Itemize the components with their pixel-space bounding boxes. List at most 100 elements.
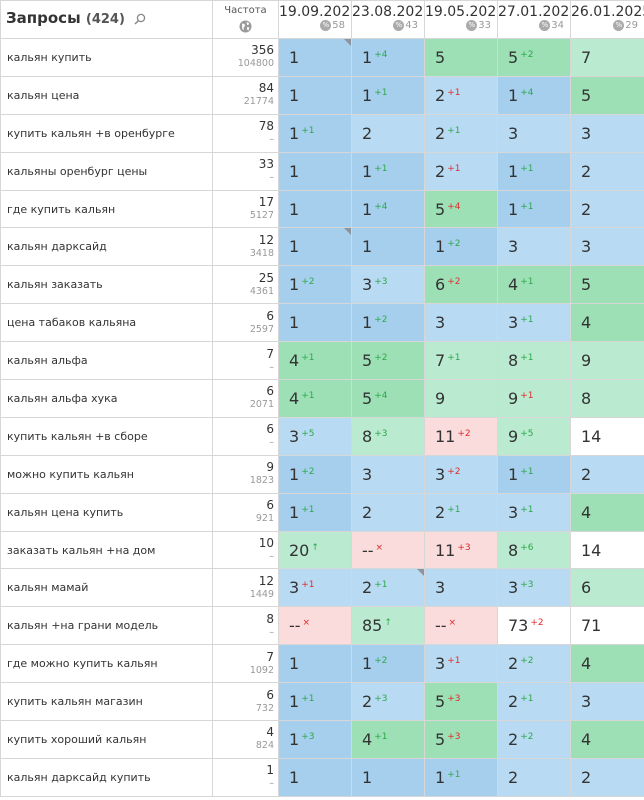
position-cell[interactable]: 2	[570, 151, 644, 191]
position-cell[interactable]: 3 +5	[278, 416, 352, 456]
position-cell[interactable]: 4	[570, 492, 644, 532]
position-cell[interactable]: 6	[570, 568, 644, 608]
query-cell[interactable]: кальян мамай	[0, 568, 213, 608]
table-row[interactable]: кальян +на грани модель 8– -- × 85 ↑ -- × 73 +2 71	[0, 606, 644, 646]
position-cell[interactable]: 1 +1	[497, 151, 571, 191]
position-cell[interactable]: 14	[570, 530, 644, 570]
position-cell[interactable]: 4 +1	[351, 720, 425, 759]
position-cell[interactable]: 11 +3	[424, 530, 498, 570]
position-cell[interactable]: 3	[570, 227, 644, 267]
position-cell[interactable]: 5	[570, 75, 644, 115]
position-cell[interactable]: 9	[570, 341, 644, 381]
table-row[interactable]: кальян альфа хука 6 2071 4 +1 5 +4 9 9 +1 8	[0, 379, 644, 418]
table-row[interactable]: кальян цена купить 6 921 1 +1 2 2 +1 3 +1 4	[0, 492, 644, 532]
position-cell[interactable]: 5	[424, 38, 498, 77]
position-cell[interactable]: 1	[278, 75, 352, 115]
query-cell[interactable]: кальян купить	[0, 38, 213, 77]
table-row[interactable]: где можно купить кальян 7 1092 1 1 +2 3 +1 2 +2 4	[0, 644, 644, 684]
position-cell[interactable]: 2	[351, 113, 425, 153]
query-cell[interactable]: где купить кальян	[0, 189, 213, 229]
position-cell[interactable]: 7	[570, 38, 644, 77]
query-cell[interactable]: можно купить кальян	[0, 454, 213, 494]
table-row[interactable]: купить хороший кальян 4 824 1 +3 4 +1 5 +3 2 +2 4	[0, 720, 644, 759]
position-cell[interactable]: 1 +2	[424, 227, 498, 267]
position-cell[interactable]: 1 +2	[351, 303, 425, 343]
search-icon[interactable]	[134, 13, 146, 25]
position-cell[interactable]: 2 +1	[424, 492, 498, 532]
position-cell[interactable]: 1 +1	[351, 151, 425, 191]
query-cell[interactable]: заказать кальян +на дом	[0, 530, 213, 570]
position-cell[interactable]: 4 +1	[278, 379, 352, 418]
position-cell[interactable]: 1 +1	[497, 454, 571, 494]
position-cell[interactable]: 5 +4	[351, 379, 425, 418]
position-cell[interactable]: 1	[278, 303, 352, 343]
position-cell[interactable]: 1 +1	[278, 682, 352, 722]
position-cell[interactable]: 1	[278, 38, 352, 77]
position-cell[interactable]: 20 ↑	[278, 530, 352, 570]
position-cell[interactable]: 9 +1	[497, 379, 571, 418]
position-cell[interactable]: 85 ↑	[351, 606, 425, 646]
date-header-4[interactable]: 26.01.2025 % 29	[570, 0, 644, 39]
query-cell[interactable]: кальян дарксайд	[0, 227, 213, 267]
table-row[interactable]: купить кальян +в оренбурге 78–1 +1 2 2 +1 3 3	[0, 113, 644, 153]
queries-header[interactable]: Запросы (424)	[0, 0, 213, 39]
position-cell[interactable]: 1	[351, 757, 425, 797]
position-cell[interactable]: -- ×	[351, 530, 425, 570]
date-header-3[interactable]: 27.01.2025 % 34	[497, 0, 571, 39]
query-cell[interactable]: купить кальян магазин	[0, 682, 213, 722]
position-cell[interactable]: 11 +2	[424, 416, 498, 456]
position-cell[interactable]: 2 +1	[424, 75, 498, 115]
position-cell[interactable]: 3	[351, 454, 425, 494]
position-cell[interactable]: 1 +4	[497, 75, 571, 115]
table-row[interactable]: где купить кальян 17 5127 1 1 +4 5 +4 1 +1 2	[0, 189, 644, 229]
table-row[interactable]: кальян цена 84 21774 1 1 +1 2 +1 1 +4 5	[0, 75, 644, 115]
position-cell[interactable]: 3	[497, 227, 571, 267]
position-cell[interactable]: 3 +3	[497, 568, 571, 608]
position-cell[interactable]: 4 +1	[278, 341, 352, 381]
position-cell[interactable]: 1	[351, 227, 425, 267]
position-cell[interactable]: 1 +1	[278, 492, 352, 532]
position-cell[interactable]: 8 +3	[351, 416, 425, 456]
query-cell[interactable]: кальян цена купить	[0, 492, 213, 532]
position-cell[interactable]: 4	[570, 644, 644, 684]
position-cell[interactable]: 5 +3	[424, 682, 498, 722]
position-cell[interactable]: 3	[424, 568, 498, 608]
position-cell[interactable]: 3	[570, 113, 644, 153]
position-cell[interactable]: 3 +2	[424, 454, 498, 494]
query-cell[interactable]: кальян +на грани модель	[0, 606, 213, 646]
position-cell[interactable]: 5 +3	[424, 720, 498, 759]
position-cell[interactable]: 4	[570, 303, 644, 343]
position-cell[interactable]: 2 +1	[497, 682, 571, 722]
position-cell[interactable]: 1	[278, 757, 352, 797]
position-cell[interactable]: 2 +3	[351, 682, 425, 722]
position-cell[interactable]: 8 +1	[497, 341, 571, 381]
query-cell[interactable]: купить кальян +в сборе	[0, 416, 213, 456]
position-cell[interactable]: 2 +1	[351, 568, 425, 608]
position-cell[interactable]: 5 +4	[424, 189, 498, 229]
position-cell[interactable]: 9	[424, 379, 498, 418]
position-cell[interactable]: 3 +1	[424, 644, 498, 684]
table-row[interactable]: купить кальян магазин 6 732 1 +1 2 +3 5 +3 2 +1 3	[0, 682, 644, 722]
position-cell[interactable]: 1 +2	[278, 454, 352, 494]
query-cell[interactable]: купить кальян +в оренбурге	[0, 113, 213, 153]
table-row[interactable]: купить кальян +в сборе 6–3 +5 8 +3 11 +2 9 +5 14	[0, 416, 644, 456]
position-cell[interactable]: 2 +1	[424, 113, 498, 153]
position-cell[interactable]: 1	[278, 189, 352, 229]
table-row[interactable]: кальяны оренбург цены 33–1 1 +1 2 +1 1 +1 2	[0, 151, 644, 191]
position-cell[interactable]: 3	[570, 682, 644, 722]
position-cell[interactable]: 2	[497, 757, 571, 797]
query-cell[interactable]: кальян альфа хука	[0, 379, 213, 418]
position-cell[interactable]: 2 +1	[424, 151, 498, 191]
position-cell[interactable]: 5	[570, 265, 644, 305]
table-row[interactable]: кальян дарксайд 12 3418 1 1 1 +2 3 3	[0, 227, 644, 267]
position-cell[interactable]: 8	[570, 379, 644, 418]
position-cell[interactable]: 2	[570, 189, 644, 229]
position-cell[interactable]: 1 +3	[278, 720, 352, 759]
position-cell[interactable]: -- ×	[424, 606, 498, 646]
table-row[interactable]: можно купить кальян 9 1823 1 +2 3 3 +2 1 +1 2	[0, 454, 644, 494]
date-header-1[interactable]: 23.08.2025 % 43	[351, 0, 425, 39]
date-header-0[interactable]: 19.09.2025 % 58	[278, 0, 352, 39]
position-cell[interactable]: 3	[424, 303, 498, 343]
table-row[interactable]: кальян мамай 12 1449 3 +1 2 +1 3 3 +3 6	[0, 568, 644, 608]
query-cell[interactable]: кальян альфа	[0, 341, 213, 381]
